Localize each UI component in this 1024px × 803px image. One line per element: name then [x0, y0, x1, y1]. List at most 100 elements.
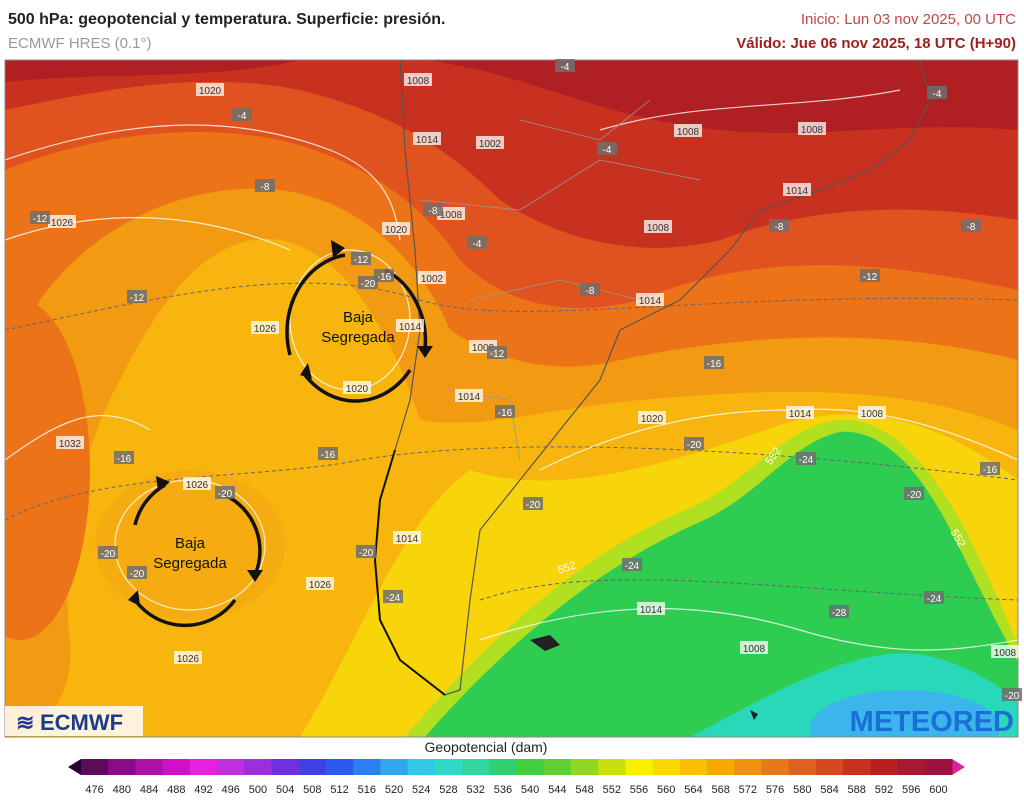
- isobar-label-bg: [476, 136, 504, 149]
- temperature-label: -4: [238, 111, 247, 122]
- isobar-label: 1014: [399, 322, 422, 333]
- isobar-label-bg: [183, 477, 211, 490]
- colorbar-under: [68, 759, 81, 775]
- temperature-label: -4: [473, 239, 482, 250]
- colorbar-tick-label: 572: [739, 784, 757, 796]
- temperature-label: -4: [603, 145, 612, 156]
- colorbar-cell: [434, 759, 463, 775]
- isobar-label-bg: [637, 602, 665, 615]
- colorbar-cell: [679, 759, 708, 775]
- isobar-label: 1020: [346, 384, 369, 395]
- temperature-label-bg: [127, 290, 147, 303]
- temperature-label-bg: [796, 452, 816, 465]
- temperature-label-bg: [318, 447, 338, 460]
- colorbar-cell: [897, 759, 926, 775]
- temperature-label-bg: [860, 269, 880, 282]
- isobar-label-bg: [740, 641, 768, 654]
- colorbar-tick-label: 544: [548, 784, 566, 796]
- isobar-label: 1026: [254, 324, 277, 335]
- temperature-label: -20: [359, 548, 374, 559]
- isobar-label: 1014: [640, 605, 663, 616]
- annotation: Baja: [343, 309, 374, 326]
- temperature-label: -8: [586, 286, 595, 297]
- temperature-label: -20: [218, 489, 233, 500]
- temperature-label-bg: [351, 252, 371, 265]
- temperature-label: -8: [429, 206, 438, 217]
- colorbar-cell: [815, 759, 844, 775]
- colorbar-tick-label: 588: [848, 784, 866, 796]
- temperature-label: -28: [832, 608, 847, 619]
- colorbar-tick-label: 552: [603, 784, 621, 796]
- isobar-label: 1008: [440, 210, 463, 221]
- temperature-label-bg: [30, 211, 50, 224]
- temperature-label-bg: [684, 437, 704, 450]
- colorbar-tick-label: 556: [630, 784, 648, 796]
- temperature-label: -16: [498, 408, 513, 419]
- isobar-label-bg: [418, 271, 446, 284]
- isobar-label: 1008: [801, 125, 824, 136]
- colorbar-tick-label: 520: [385, 784, 403, 796]
- temperature-label-bg: [904, 487, 924, 500]
- colorbar-cell: [462, 759, 490, 775]
- colorbar-cell: [162, 759, 191, 775]
- isobar-label-bg: [674, 124, 702, 137]
- isobar-label-bg: [393, 531, 421, 544]
- colorbar-tick-label: 480: [113, 784, 131, 796]
- colorbar-cell: [244, 759, 273, 775]
- colorbar-cell: [870, 759, 899, 775]
- colorbar-tick-label: 564: [684, 784, 702, 796]
- isobar-label: 1014: [639, 296, 662, 307]
- colorbar-tick-label: 560: [657, 784, 675, 796]
- colorbar-cell: [788, 759, 817, 775]
- isobar-label-bg: [783, 183, 811, 196]
- temperature-label-bg: [580, 283, 600, 296]
- temperature-label: -16: [117, 454, 132, 465]
- temperature-label-bg: [495, 405, 515, 418]
- temperature-label-bg: [98, 546, 118, 559]
- arrow-heads: [128, 240, 433, 606]
- temperature-label-bg: [232, 108, 252, 121]
- temperature-label: -24: [386, 593, 401, 604]
- colorbar-cell: [707, 759, 735, 775]
- ecmwf-logo-mark: ≋: [16, 710, 34, 735]
- annotation: Segregada: [153, 555, 227, 572]
- colorbar-cell: [652, 759, 681, 775]
- isobar-label-bg: [306, 577, 334, 590]
- colorbar-tick-label: 504: [276, 784, 294, 796]
- temperature-label-bg: [555, 59, 575, 72]
- isobar-label: 1014: [786, 186, 809, 197]
- isobar-label-bg: [404, 73, 432, 86]
- isobar-label: 1008: [407, 76, 430, 87]
- colorbar-tick-label: 548: [575, 784, 593, 796]
- temperature-label-bg: [1002, 688, 1022, 701]
- colorbar-tick-label: 496: [222, 784, 240, 796]
- init-time: Inicio: Lun 03 nov 2025, 00 UTC: [801, 11, 1016, 28]
- isobar-label: 1008: [647, 223, 670, 234]
- temperature-label: -20: [1005, 691, 1020, 702]
- colorbar-tick-label: 524: [412, 784, 430, 796]
- temperature-label: -20: [526, 500, 541, 511]
- temperature-label: -20: [907, 490, 922, 501]
- temperature-label: -16: [321, 450, 336, 461]
- temperature-label: -16: [983, 465, 998, 476]
- temperature-label: -8: [261, 182, 270, 193]
- colorbar-tick-label: 600: [929, 784, 947, 796]
- temperature-label: -16: [707, 359, 722, 370]
- isobar-label: 1014: [416, 135, 439, 146]
- temperature-label-bg: [597, 142, 617, 155]
- temperature-label-bg: [358, 276, 378, 289]
- colorbar-tick-label: 540: [521, 784, 539, 796]
- temperature-label-bg: [622, 558, 642, 571]
- isobar-label-bg: [48, 215, 76, 228]
- isobar-label-bg: [343, 381, 371, 394]
- colorbar-tick-label: 532: [466, 784, 484, 796]
- logo-box: [5, 706, 143, 736]
- isobar-label-bg: [644, 220, 672, 233]
- isobar-label: 1008: [677, 127, 700, 138]
- circulation-arrows: [133, 253, 428, 628]
- colorbar-tick-label: 568: [711, 784, 729, 796]
- colorbar-tick-label: 516: [358, 784, 376, 796]
- isobar-label-bg: [437, 207, 465, 220]
